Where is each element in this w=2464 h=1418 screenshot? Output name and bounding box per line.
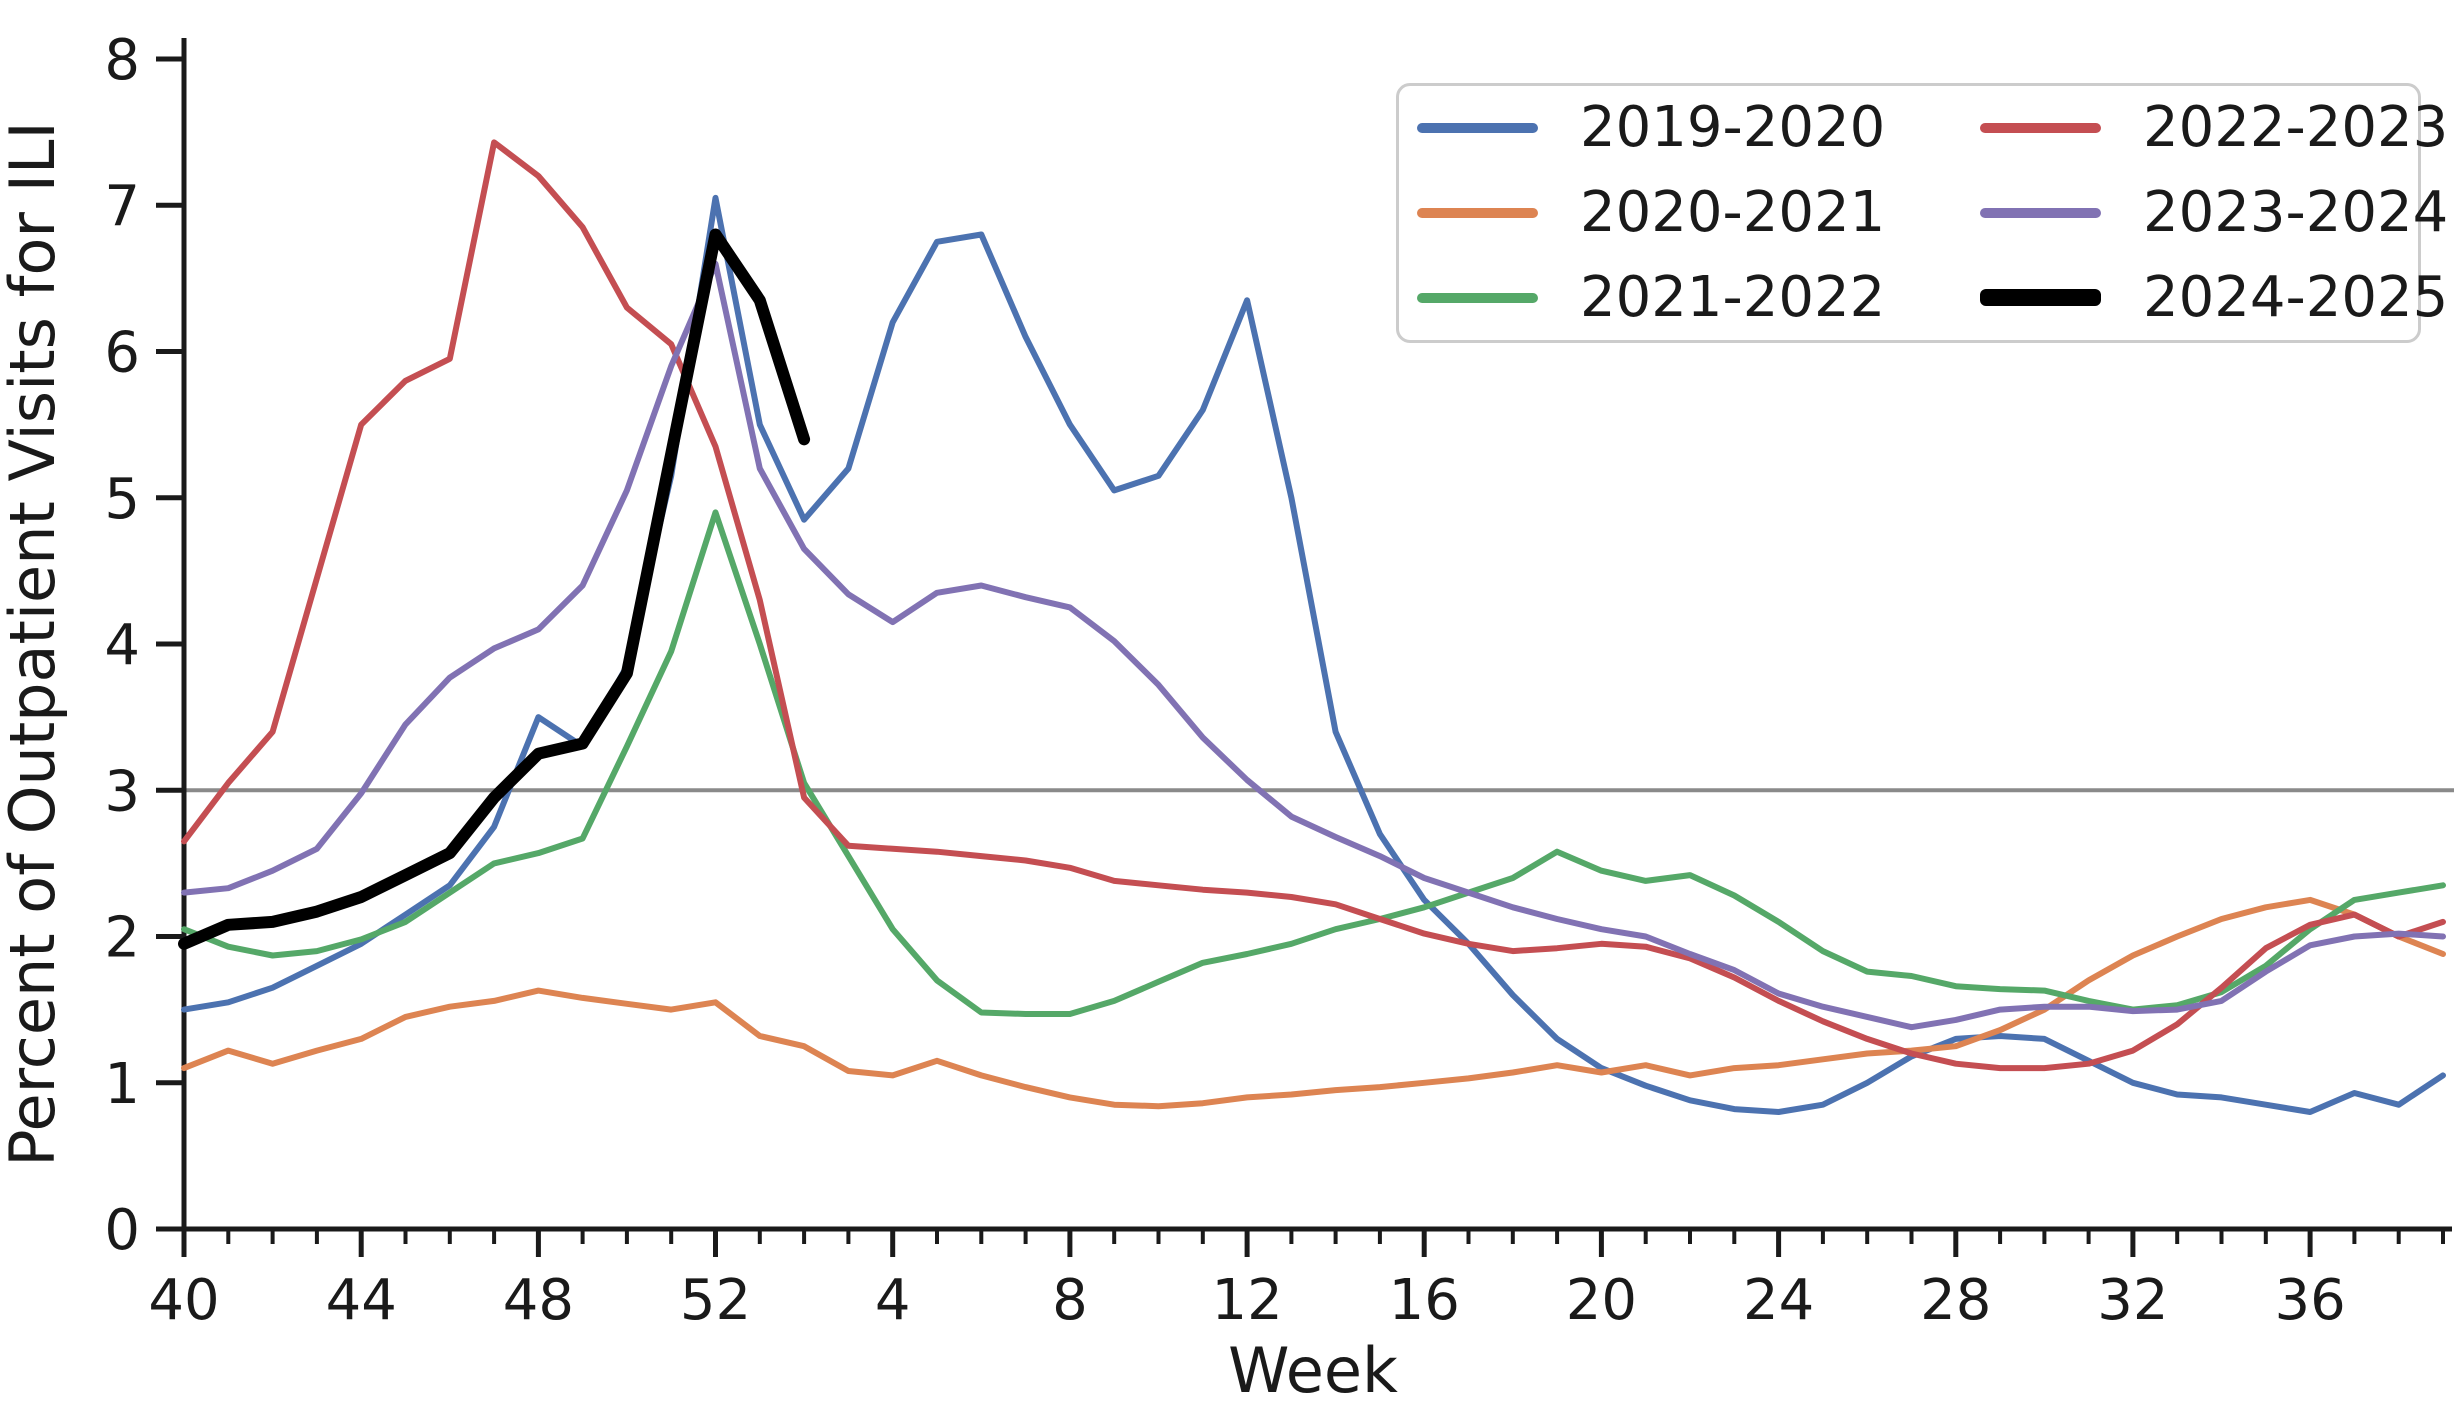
chart-series-lines (178, 139, 2446, 1115)
y-tick-label-7: 7 (104, 174, 140, 239)
x-tick-label-week-8: 8 (1052, 1268, 1088, 1333)
legend-label-2024-2025: 2024-2025 (2143, 264, 2449, 330)
legend-swatch-2019-2020 (1417, 123, 1538, 134)
x-tick-label-week-16: 16 (1389, 1268, 1460, 1333)
series-line-2021-2022 (181, 509, 2446, 1017)
legend-label-2019-2020: 2019-2020 (1580, 95, 1886, 161)
x-tick-label-week-36: 36 (2274, 1268, 2345, 1333)
legend-label-2020-2021: 2020-2021 (1580, 179, 1886, 245)
legend-swatch-2021-2022 (1417, 292, 1538, 303)
legend-label-2021-2022: 2021-2022 (1580, 264, 1886, 330)
y-tick-label-4: 4 (104, 613, 140, 678)
y-tick-label-5: 5 (104, 467, 140, 532)
x-tick-label-week-48: 48 (503, 1268, 574, 1333)
x-tick-label-week-44: 44 (326, 1268, 397, 1333)
legend-item-2020-2021: 2020-2021 (1399, 179, 1962, 245)
legend-item-2021-2022: 2021-2022 (1399, 264, 1962, 330)
x-tick-label-week-4: 4 (875, 1268, 911, 1333)
legend-swatch-2023-2024 (1980, 207, 2101, 218)
x-tick-label-week-40: 40 (148, 1268, 219, 1333)
legend-label-2022-2023: 2022-2023 (2143, 95, 2449, 161)
y-tick-label-1: 1 (104, 1052, 140, 1117)
x-tick-label-week-20: 20 (1566, 1268, 1637, 1333)
x-tick-label-week-52: 52 (680, 1268, 751, 1333)
legend-label-2023-2024: 2023-2024 (2143, 179, 2449, 245)
legend-swatch-2024-2025 (1980, 289, 2101, 307)
legend-item-2019-2020: 2019-2020 (1399, 100, 1962, 156)
x-tick-label-week-24: 24 (1743, 1268, 1814, 1333)
series-line-2022-2023 (181, 139, 2446, 1072)
series-line-2023-2024 (181, 260, 2446, 1031)
y-tick-label-0: 0 (104, 1198, 140, 1263)
y-tick-label-8: 8 (104, 28, 140, 93)
chart-axes (156, 38, 2452, 1257)
x-axis-title: Week (1228, 1334, 1398, 1407)
x-tick-label-week-12: 12 (1211, 1268, 1282, 1333)
series-line-2024-2025 (178, 228, 811, 950)
legend-item-2024-2025: 2024-2025 (1962, 264, 2449, 330)
legend-item-2023-2024: 2023-2024 (1962, 179, 2449, 245)
x-tick-label-week-32: 32 (2097, 1268, 2168, 1333)
legend: 2019-2020 2020-2021 2021-2022 2022-2023 … (1396, 83, 2448, 343)
y-tick-label-6: 6 (104, 321, 140, 386)
x-tick-label-week-28: 28 (1920, 1268, 1991, 1333)
legend-item-2022-2023: 2022-2023 (1962, 100, 2448, 156)
y-tick-label-2: 2 (104, 906, 140, 971)
legend-swatch-2020-2021 (1417, 207, 1538, 218)
y-axis-title: Percent of Outpatient Visits for ILI (0, 121, 69, 1166)
y-tick-label-3: 3 (104, 759, 140, 824)
series-line-2019-2020 (181, 194, 2446, 1115)
legend-swatch-2022-2023 (1980, 123, 2101, 134)
